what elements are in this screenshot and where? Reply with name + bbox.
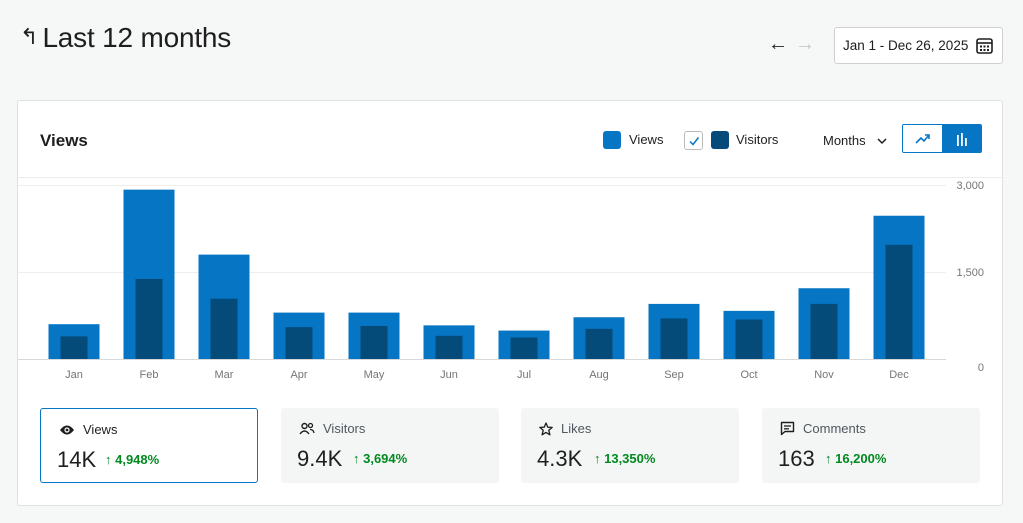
bar-visitors-feb[interactable] <box>136 279 163 359</box>
visitors-legend-swatch <box>711 131 729 149</box>
chart-card-title: Views <box>40 131 88 151</box>
x-tick-label: Jan <box>65 369 83 381</box>
stat-label: Likes <box>561 421 591 436</box>
stat-card-header: Likes <box>539 421 591 436</box>
x-tick-label: Oct <box>740 369 757 381</box>
stat-card-comments[interactable]: Comments 163 ↑ 16,200% <box>762 408 980 483</box>
bar-visitors-jan[interactable] <box>61 336 88 359</box>
visitors-legend-label: Visitors <box>736 132 778 147</box>
date-range-picker[interactable]: Jan 1 - Dec 26, 2025 <box>834 27 1003 64</box>
stat-label: Visitors <box>323 421 365 436</box>
stat-card-visitors[interactable]: Visitors 9.4K ↑ 3,694% <box>281 408 499 483</box>
stat-change: ↑ 13,350% <box>594 451 655 466</box>
x-tick-label: Sep <box>664 369 684 381</box>
back-arrow-icon[interactable]: ↰ <box>20 24 38 50</box>
x-tick-label: Feb <box>140 369 159 381</box>
stat-card-header: Comments <box>780 421 866 436</box>
bar-visitors-oct[interactable] <box>736 320 763 359</box>
bar-visitors-jul[interactable] <box>511 338 538 359</box>
y-tick-label: 0 <box>978 362 984 374</box>
stat-change: ↑ 4,948% <box>105 452 159 467</box>
stat-card-header: Views <box>59 422 117 437</box>
y-tick-label: 3,000 <box>956 180 984 192</box>
chart-svg: 3,000 1,500 0 Jan Feb Mar Apr May Jun Jul Aug Sep Oc… <box>18 177 1004 387</box>
date-range-label: Jan 1 - Dec 26, 2025 <box>843 38 968 53</box>
stat-change: ↑ 3,694% <box>353 451 407 466</box>
x-tick-label: Nov <box>814 369 834 381</box>
bar-visitors-apr[interactable] <box>286 327 313 359</box>
bar-visitors-nov[interactable] <box>811 304 838 359</box>
bar-chart-icon <box>955 132 969 146</box>
bar-visitors-jun[interactable] <box>436 336 463 359</box>
x-tick-label: May <box>364 369 385 381</box>
bar-visitors-sep[interactable] <box>661 318 688 359</box>
x-tick-label: Mar <box>215 369 234 381</box>
eye-icon <box>59 424 75 436</box>
next-period-button: → <box>795 33 815 56</box>
chart-type-toggle <box>902 124 982 153</box>
stat-card-header: Visitors <box>299 421 365 436</box>
x-tick-label: Dec <box>889 369 909 381</box>
stat-change: ↑ 16,200% <box>825 451 886 466</box>
trend-line-icon <box>915 133 931 145</box>
bar-visitors-dec[interactable] <box>886 245 913 359</box>
checkmark-icon <box>688 135 700 147</box>
stat-value: 14K <box>57 447 96 473</box>
stat-value: 9.4K <box>297 446 342 472</box>
page-title: Last 12 months <box>42 22 231 54</box>
visitors-legend-checkbox[interactable] <box>684 131 703 150</box>
x-tick-label: Aug <box>589 369 609 381</box>
calendar-icon <box>976 37 993 54</box>
star-icon <box>539 422 553 436</box>
people-icon <box>299 422 315 435</box>
x-tick-label: Apr <box>290 369 307 381</box>
bar-chart-button[interactable] <box>942 125 981 152</box>
previous-period-button[interactable]: ← <box>768 33 788 56</box>
chevron-down-icon <box>876 135 888 147</box>
line-chart-button[interactable] <box>903 125 942 152</box>
views-legend-label: Views <box>629 132 663 147</box>
stat-value: 163 <box>778 446 815 472</box>
y-tick-label: 1,500 <box>956 267 984 279</box>
page-header: ↰ Last 12 months <box>20 22 231 54</box>
x-tick-label: Jun <box>440 369 458 381</box>
stat-label: Views <box>83 422 117 437</box>
stat-card-likes[interactable]: Likes 4.3K ↑ 13,350% <box>521 408 739 483</box>
views-chart-card: Views Views Visitors Months 3, <box>17 100 1003 506</box>
bar-visitors-aug[interactable] <box>586 329 613 359</box>
bar-visitors-mar[interactable] <box>211 299 238 359</box>
bar-visitors-may[interactable] <box>361 326 388 359</box>
views-bar-chart: 3,000 1,500 0 Jan Feb Mar Apr May Jun Jul Aug Sep Oc… <box>18 177 1004 392</box>
views-legend-swatch <box>603 131 621 149</box>
stat-value: 4.3K <box>537 446 582 472</box>
stat-label: Comments <box>803 421 866 436</box>
stat-card-views[interactable]: Views 14K ↑ 4,948% <box>40 408 258 483</box>
comment-icon <box>780 421 795 436</box>
period-select[interactable]: Months <box>823 133 888 148</box>
x-tick-label: Jul <box>517 369 531 381</box>
period-select-value: Months <box>823 133 866 148</box>
